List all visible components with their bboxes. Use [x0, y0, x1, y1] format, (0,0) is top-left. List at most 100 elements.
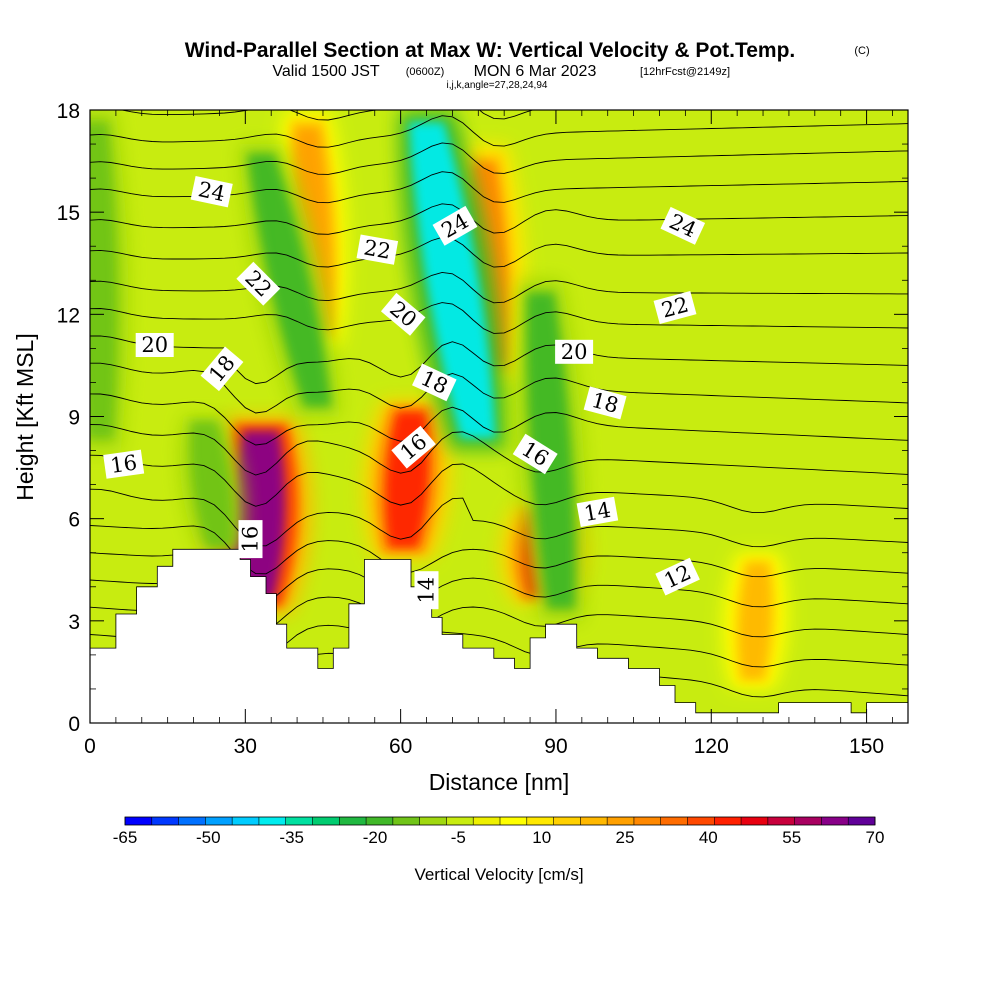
isentrope-19 [90, 362, 908, 414]
isentrope-17 [90, 424, 908, 476]
contour-label-5: 16 [238, 520, 263, 559]
contour-label-16: 18 [583, 386, 627, 420]
contour-label-text: 20 [561, 340, 588, 364]
contour-label-box [583, 386, 627, 420]
isentrope-14 [90, 525, 908, 578]
x-tick-label: 0 [84, 735, 96, 758]
x-tick-label: 150 [849, 735, 884, 758]
contour-label-box [555, 339, 594, 364]
contour-label-box [660, 206, 706, 245]
contour-label-box [103, 449, 145, 479]
y-tick-label: 6 [68, 509, 80, 532]
y-tick-label: 9 [68, 407, 80, 430]
colorbar-swatch [178, 817, 206, 825]
isentrope-18 [90, 393, 908, 446]
colorbar-tick-label: 10 [532, 828, 551, 847]
colorbar-swatch [366, 817, 394, 825]
contour-label-box [414, 571, 439, 610]
colorbar-swatch [767, 817, 796, 825]
contour-label-text: 14 [582, 498, 612, 526]
valid-time: Valid 1500 JST [272, 63, 380, 80]
contour-label-2: 20 [135, 333, 174, 357]
contour-label-6: 22 [356, 234, 399, 265]
colorbar-swatch [741, 817, 769, 825]
colorbar-label: Vertical Velocity [cm/s] [414, 865, 583, 884]
isentrope-16 [90, 454, 908, 514]
colorbar-swatch [580, 817, 608, 825]
grid-indices: i,j,k,angle=27,28,24,94 [447, 80, 548, 91]
colorbar-tick-label: -50 [196, 828, 221, 847]
y-tick-label: 3 [68, 611, 80, 634]
isentrope-contours [90, 110, 908, 698]
x-tick-label: 90 [544, 735, 567, 758]
contour-label-box [412, 363, 457, 402]
velocity-band-down-5 [90, 122, 117, 439]
contour-label-box [655, 557, 700, 596]
colorbar-tick-label: -35 [279, 828, 304, 847]
contour-label-11: 14 [414, 571, 439, 610]
isentrope-21 [90, 302, 908, 334]
colorbar-swatch [848, 817, 876, 825]
colorbar-swatch [285, 817, 313, 825]
y-tick-label: 12 [57, 304, 80, 327]
contour-label-text: 16 [109, 450, 139, 477]
copyright-mark: (C) [854, 45, 869, 57]
contour-label-text: 20 [141, 333, 168, 357]
colorbar-swatch [473, 817, 501, 825]
colorbar-swatch [633, 817, 662, 825]
velocity-band-down-2 [247, 153, 332, 407]
colorbar-swatch [125, 817, 153, 825]
colorbar-swatch [714, 817, 742, 825]
colorbar-swatch [687, 817, 715, 825]
colorbar-tick-label: 40 [699, 828, 718, 847]
colorbar-tick-label: 25 [616, 828, 635, 847]
colorbar-tick-label: -5 [451, 828, 466, 847]
x-tick-label: 60 [389, 735, 412, 758]
isentrope-27 [90, 115, 908, 148]
contour-label-box [200, 346, 244, 392]
colorbar-swatch [660, 817, 688, 825]
zulu-time: (0600Z) [406, 66, 445, 78]
contour-label-box [432, 205, 478, 246]
colorbar-swatch [553, 817, 581, 825]
contour-label-box [380, 292, 426, 336]
colorbar-tick-label: -20 [363, 828, 388, 847]
contour-label-text: 14 [415, 577, 439, 604]
isentrope-28 [119, 110, 535, 121]
contour-label-15: 20 [555, 339, 594, 364]
isentrope-26 [90, 142, 908, 175]
colorbar-tick-label: 55 [782, 828, 801, 847]
colorbar-tick-label: 70 [866, 828, 885, 847]
contour-label-text: 22 [362, 235, 392, 263]
chart-title: Wind-Parallel Section at Max W: Vertical… [185, 39, 796, 62]
contour-label-text: 24 [196, 177, 227, 206]
x-axis-label: Distance [nm] [429, 769, 570, 795]
contour-label-box [238, 520, 263, 559]
velocity-band-down-4 [190, 421, 233, 548]
contour-label-box [391, 425, 436, 469]
axes: 0 30 60 90 120 150 0 3 6 9 12 15 18 [57, 100, 908, 758]
contour-label-box [653, 290, 697, 325]
terrain [90, 548, 908, 723]
colorbar-swatch [446, 817, 474, 825]
colorbar-swatch [392, 817, 421, 825]
colorbar-swatch [205, 817, 233, 825]
contour-label-text: 16 [239, 526, 263, 553]
y-tick-label: 15 [57, 202, 80, 225]
x-tick-label: 30 [234, 735, 257, 758]
isentrope-22 [90, 271, 908, 304]
contour-label-4: 16 [103, 449, 145, 479]
colorbar-swatch [794, 817, 822, 825]
colorbar-swatch [500, 817, 528, 825]
velocity-band-down-1 [409, 122, 496, 439]
x-tick-label: 120 [694, 735, 729, 758]
isentrope-15 [90, 488, 908, 548]
forecast-info: [12hrFcst@2149z] [640, 66, 730, 78]
contour-label-17: 14 [576, 496, 619, 528]
isentrope-24 [90, 203, 908, 235]
contour-label-box [356, 234, 399, 265]
contour-label-box [236, 261, 281, 306]
